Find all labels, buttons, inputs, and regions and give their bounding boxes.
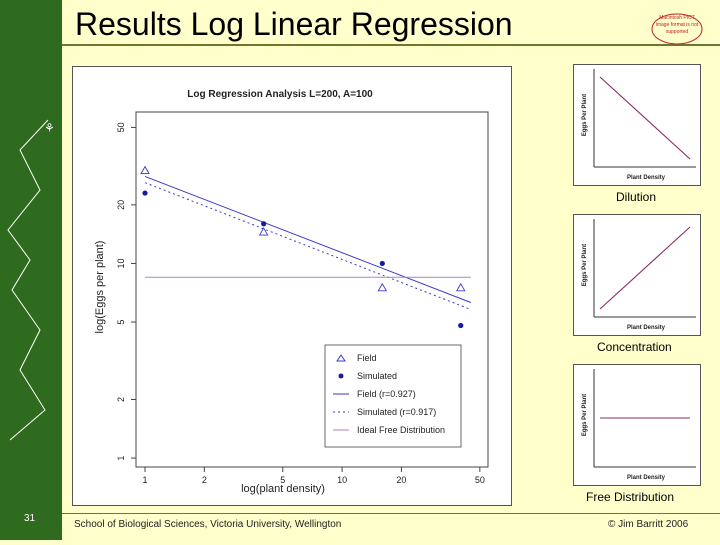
field-point <box>377 282 388 292</box>
sidebar: ⚘ 31 <box>0 0 62 540</box>
concentration-chart: Plant Density Eggs Per Plant <box>573 214 701 336</box>
thumb-y-label: Eggs Per Plant <box>582 244 588 286</box>
x-tick-label: 20 <box>396 475 406 485</box>
plot-frame <box>135 111 489 468</box>
legend-label: Simulated (r=0.917) <box>357 407 436 417</box>
simulated-point <box>261 221 267 227</box>
series-line <box>144 175 472 303</box>
legend-label: Ideal Free Distribution <box>357 425 445 435</box>
legend-label: Field (r=0.927) <box>357 389 416 399</box>
title-divider <box>62 44 720 46</box>
dilution-chart: Plant Density Eggs Per Plant <box>573 64 701 186</box>
main-chart: Log Regression Analysis L=200, A=100 log… <box>72 66 512 506</box>
x-tick-label: 50 <box>475 475 485 485</box>
thumb-x-label: Plant Density <box>627 175 666 181</box>
legend-marker <box>336 354 346 362</box>
logo-placeholder-text: Macintosh PICT image format is not suppo… <box>655 15 699 35</box>
x-tick-label: 2 <box>202 475 207 485</box>
series-line <box>144 182 472 310</box>
y-tick-label: 1 <box>116 456 126 461</box>
concentration-label: Concentration <box>597 340 672 354</box>
slide-number: 31 <box>24 513 36 524</box>
field-point <box>140 165 150 175</box>
legend-marker <box>338 373 344 379</box>
main-chart-svg: Log Regression Analysis L=200, A=100 log… <box>94 89 489 495</box>
simulated-point <box>142 190 148 196</box>
y-tick-label: 2 <box>116 397 126 402</box>
y-tick-label: 10 <box>116 258 126 268</box>
fish-icon: ⚘ <box>44 121 55 135</box>
footer-institution: School of Biological Sciences, Victoria … <box>74 519 342 530</box>
thumb-series-line <box>599 76 691 160</box>
x-tick-label: 5 <box>280 475 285 485</box>
chart-title: Log Regression Analysis L=200, A=100 <box>187 89 373 100</box>
thumb-y-label: Eggs Per Plant <box>582 394 588 436</box>
sidebar-decoration: ⚘ <box>7 119 55 441</box>
dilution-chart-svg: Plant Density Eggs Per Plant <box>582 69 696 181</box>
logo-icon <box>651 13 703 45</box>
x-axis-label: log(plant density) <box>241 483 325 495</box>
x-tick-label: 10 <box>337 475 347 485</box>
free-distribution-chart-svg: Plant Density Eggs Per Plant <box>582 369 696 481</box>
free-distribution-chart: Plant Density Eggs Per Plant <box>573 364 701 486</box>
footer-divider <box>62 513 720 514</box>
legend-label: Field <box>357 353 377 363</box>
free-distribution-label: Free Distribution <box>586 490 675 504</box>
page-title: Results Log Linear Regression <box>75 6 513 42</box>
legend-label: Simulated <box>357 371 397 381</box>
thumb-x-label: Plant Density <box>627 325 666 331</box>
simulated-point <box>379 260 385 267</box>
y-axis-label: log(Eggs per plant) <box>94 241 106 334</box>
thumb-y-label: Eggs Per Plant <box>582 94 588 136</box>
field-point <box>258 227 269 236</box>
thumb-x-label: Plant Density <box>627 475 666 481</box>
field-point <box>455 282 466 292</box>
y-tick-label: 20 <box>116 200 126 210</box>
footer-copyright: © Jim Barritt 2006 <box>608 519 689 530</box>
x-tick-label: 1 <box>143 475 148 485</box>
thumb-series-line <box>599 226 691 310</box>
y-tick-label: 5 <box>116 320 126 325</box>
dilution-label: Dilution <box>616 190 657 204</box>
y-tick-label: 50 <box>116 122 126 132</box>
simulated-point <box>458 322 464 329</box>
concentration-chart-svg: Plant Density Eggs Per Plant <box>582 219 696 331</box>
